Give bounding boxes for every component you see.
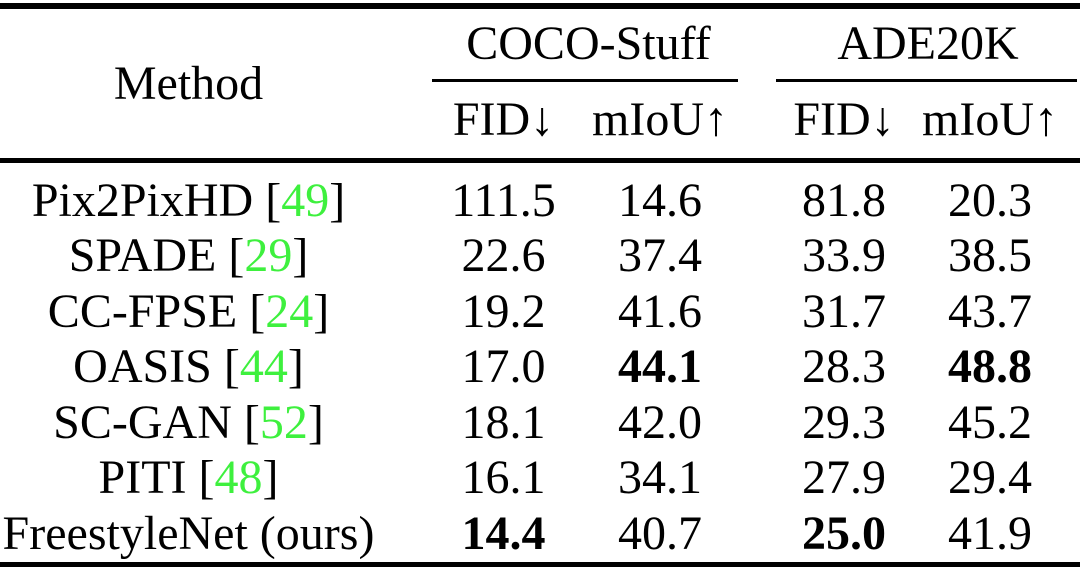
citation-bracket: ]: [329, 173, 346, 227]
citation-number: 52: [259, 395, 308, 449]
citation-bracket: ]: [292, 229, 309, 283]
ade-miou-value: 20.3: [948, 173, 1032, 227]
ade20k-underline-rule: [776, 79, 1077, 82]
method-cell: OASIS [44]: [0, 340, 432, 396]
method-cell: Pix2PixHD [49]: [0, 173, 432, 229]
method-name: SPADE [: [68, 229, 245, 283]
method-name: PITI [: [98, 451, 215, 505]
citation-number: 24: [265, 284, 314, 338]
col-header-coco-fid: FID↓: [432, 82, 585, 158]
ade-fid-value: 31.7: [802, 284, 886, 338]
coco-fid-value: 16.1: [461, 451, 546, 505]
citation-number: 44: [239, 340, 288, 394]
ade-fid-label: FID↓: [793, 93, 895, 146]
coco-fid-value: 19.2: [461, 284, 546, 338]
column-gap: [745, 340, 776, 396]
column-gap: [745, 506, 776, 562]
column-gap: [745, 229, 776, 285]
ade-fid-value: 28.3: [802, 340, 886, 394]
ade-miou-value: 38.5: [948, 229, 1032, 283]
ade20k-label: ADE20K: [837, 17, 1019, 70]
coco-miou-value: 37.4: [618, 229, 702, 283]
coco-stuff-underline-rule: [432, 79, 738, 82]
method-cell: FreestyleNet (ours): [0, 506, 432, 562]
coco-stuff-label: COCO-Stuff: [466, 17, 711, 70]
col-header-ade-miou: mIoU↑: [922, 82, 1080, 158]
coco-miou-value: 14.6: [618, 173, 702, 227]
table-header: Method COCO-Stuff ADE20K FID↓ mIoU↑ FID↓…: [0, 9, 1080, 158]
coco-miou-value: 44.1: [618, 340, 702, 394]
table-body: Pix2PixHD [49] 111.5 14.6 81.8 20.3 SPAD…: [0, 163, 1080, 562]
citation-bracket: ]: [287, 340, 304, 394]
coco-fid-value: 17.0: [461, 340, 546, 394]
ade-miou-value: 48.8: [948, 340, 1032, 394]
coco-miou-value: 34.1: [618, 451, 702, 505]
method-name: CC-FPSE [: [47, 284, 266, 338]
coco-miou-value: 41.6: [618, 284, 702, 338]
citation-bracket: ]: [262, 451, 279, 505]
column-gap: [745, 451, 776, 507]
ade-fid-value: 29.3: [802, 395, 886, 449]
ade-miou-value: 43.7: [948, 284, 1032, 338]
coco-miou-value: 42.0: [618, 395, 702, 449]
col-header-ade-fid: FID↓: [776, 82, 926, 158]
method-cell: CC-FPSE [24]: [0, 284, 432, 340]
coco-miou-label: mIoU↑: [592, 93, 728, 146]
column-gap: [745, 173, 776, 229]
table-header-rule: [0, 158, 1080, 163]
method-name: SC-GAN [: [53, 395, 260, 449]
citation-number: 29: [244, 229, 293, 283]
ade-miou-value: 41.9: [948, 506, 1032, 560]
column-gap: [745, 395, 776, 451]
table-top-rule: [0, 3, 1080, 9]
ade-fid-value: 27.9: [802, 451, 886, 505]
ade-miou-value: 29.4: [948, 451, 1032, 505]
ade-miou-label: mIoU↑: [922, 93, 1058, 146]
method-cell: SPADE [29]: [0, 229, 432, 285]
coco-fid-value: 14.4: [461, 506, 546, 560]
coco-miou-value: 40.7: [618, 506, 702, 560]
citation-number: 48: [214, 451, 263, 505]
coco-fid-value: 111.5: [451, 173, 556, 227]
citation-bracket: ]: [307, 395, 324, 449]
ade-miou-value: 45.2: [948, 395, 1032, 449]
method-name: FreestyleNet (ours): [2, 506, 375, 560]
ade-fid-value: 25.0: [802, 506, 886, 560]
coco-fid-value: 22.6: [461, 229, 546, 283]
method-name: OASIS [: [73, 340, 240, 394]
coco-fid-label: FID↓: [452, 93, 555, 146]
coco-fid-value: 18.1: [461, 395, 546, 449]
method-cell: SC-GAN [52]: [0, 395, 432, 451]
table-bottom-rule: [0, 561, 1080, 567]
citation-bracket: ]: [313, 284, 330, 338]
method-header-label: Method: [113, 56, 264, 110]
method-name: Pix2PixHD [: [31, 173, 282, 227]
method-cell: PITI [48]: [0, 451, 432, 507]
group-header-coco-stuff: COCO-Stuff: [432, 9, 745, 79]
col-header-coco-miou: mIoU↑: [585, 82, 745, 158]
ade-fid-value: 81.8: [802, 173, 886, 227]
group-header-ade20k: ADE20K: [776, 9, 1080, 79]
citation-number: 49: [281, 173, 330, 227]
column-gap: [745, 284, 776, 340]
ade-fid-value: 33.9: [802, 229, 886, 283]
method-column-header: Method: [0, 9, 432, 158]
